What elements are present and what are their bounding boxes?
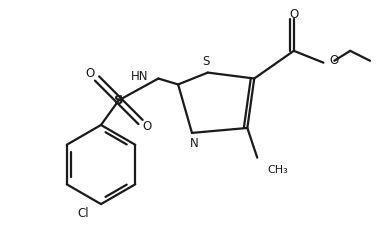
Text: CH₃: CH₃ bbox=[267, 164, 288, 175]
Text: O: O bbox=[329, 54, 339, 67]
Text: O: O bbox=[143, 121, 152, 133]
Text: O: O bbox=[289, 8, 299, 21]
Text: S: S bbox=[114, 94, 124, 107]
Text: HN: HN bbox=[131, 70, 149, 83]
Text: S: S bbox=[202, 55, 209, 68]
Text: N: N bbox=[190, 137, 198, 150]
Text: Cl: Cl bbox=[77, 208, 89, 220]
Text: O: O bbox=[85, 67, 95, 80]
